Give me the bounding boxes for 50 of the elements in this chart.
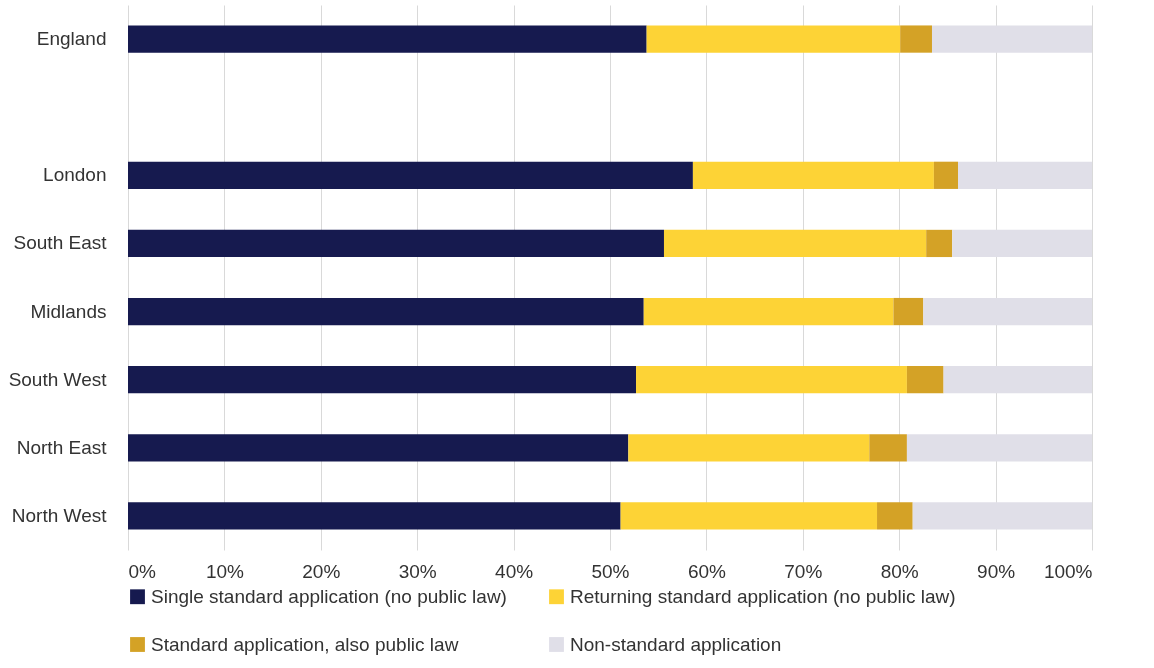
bar (931, 25, 1092, 53)
bar (636, 366, 907, 394)
bar (877, 502, 913, 530)
bar (128, 161, 693, 189)
y-tick-label: North East (16, 436, 108, 458)
legend-label: Single standard application (no public law) (151, 585, 507, 607)
bar (952, 229, 1092, 258)
legend-label: Non-standard application (570, 633, 782, 655)
bar (128, 297, 644, 326)
x-tick-label: 0% (128, 560, 157, 582)
bar (893, 297, 924, 326)
bar (128, 229, 664, 258)
bar (912, 502, 1092, 530)
x-tick-label: 50% (591, 560, 630, 582)
bar (128, 25, 647, 53)
x-tick-label: 70% (784, 560, 823, 582)
bar (923, 297, 1092, 326)
y-tick-label: England (36, 28, 107, 50)
bar (692, 161, 934, 189)
x-tick-label: 20% (302, 560, 341, 582)
bar (128, 502, 621, 530)
bar (906, 434, 1092, 462)
bar (869, 434, 907, 462)
bar (128, 434, 629, 462)
bar (958, 161, 1092, 189)
y-tick-label: North West (11, 504, 108, 526)
y-tick-label: Midlands (30, 300, 107, 322)
bar (900, 25, 932, 53)
y-tick-label: South West (8, 368, 108, 390)
y-tick-label: London (43, 164, 107, 186)
bar (620, 502, 878, 530)
bar (943, 366, 1092, 394)
bar (906, 366, 944, 394)
bar (628, 434, 870, 462)
bar (926, 229, 953, 258)
x-tick-label: 80% (880, 560, 919, 582)
y-tick-label: South East (13, 232, 108, 254)
legend-label: Standard application, also public law (151, 633, 459, 655)
bar (933, 161, 958, 189)
x-tick-label: 60% (687, 560, 727, 582)
x-tick-label: 40% (495, 560, 534, 582)
bar (128, 366, 637, 394)
bar (646, 25, 901, 53)
x-tick-label: 10% (205, 560, 245, 582)
x-tick-label: 30% (398, 560, 437, 582)
bar (663, 229, 927, 258)
bar (643, 297, 894, 326)
legend-label: Returning standard application (no public law) (570, 585, 956, 607)
x-tick-label: 100% (1043, 560, 1093, 582)
x-tick-label: 90% (977, 560, 1016, 582)
